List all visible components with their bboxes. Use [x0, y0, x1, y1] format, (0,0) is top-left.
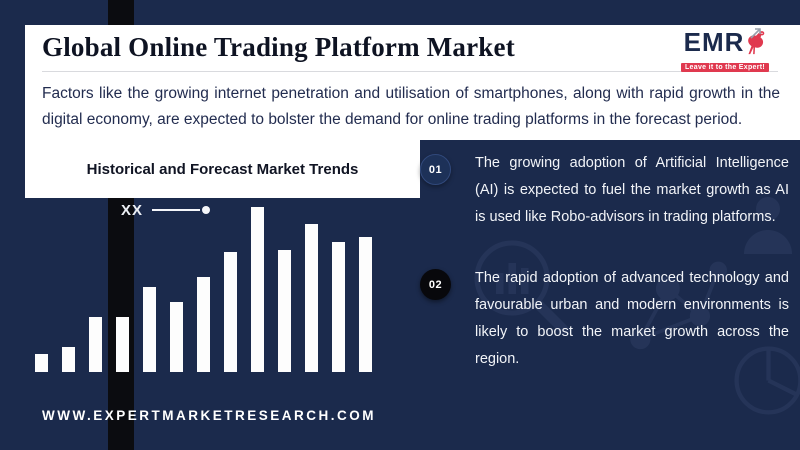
chart-bar [359, 237, 372, 372]
chart-bar [62, 347, 75, 372]
key-point-1: 01 The growing adoption of Artificial In… [420, 150, 800, 231]
key-points: 01 The growing adoption of Artificial In… [420, 140, 800, 373]
chart-bar [197, 277, 210, 372]
chart-bar [143, 287, 156, 372]
chart-bar [116, 317, 129, 372]
chart-bar [224, 252, 237, 372]
point-number-badge: 02 [420, 269, 451, 300]
intro-paragraph: Factors like the growing internet penetr… [42, 85, 780, 128]
chart-bar [332, 242, 345, 372]
emr-logo: EMR Leave it to the Expert! [676, 28, 774, 74]
website-url: WWW.EXPERTMARKETRESEARCH.COM [42, 408, 376, 423]
chart-bar [305, 224, 318, 372]
logo-text: EMR [683, 27, 745, 57]
network-deco-icon [630, 261, 727, 350]
chart-bar [35, 354, 48, 372]
title-divider [42, 71, 778, 72]
key-point-2: 02 The rapid adoption of advanced techno… [420, 265, 800, 373]
page-title: Global Online Trading Platform Market [42, 32, 515, 62]
chart-bars [35, 207, 372, 372]
chart-legend: XX [121, 201, 211, 219]
point-text: The rapid adoption of advanced technolog… [475, 270, 789, 367]
arrow-up-icon [750, 28, 761, 39]
chart-title: Historical and Forecast Market Trends [86, 160, 359, 178]
legend-line-marker [152, 209, 201, 211]
legend-label: XX [121, 201, 144, 219]
legend-dot-marker [202, 206, 211, 214]
bar-chart: XX [25, 198, 420, 375]
point-number-badge: 01 [420, 154, 451, 185]
point-text: The growing adoption of Artificial Intel… [475, 155, 789, 225]
chart-bar [251, 207, 264, 372]
chart-bar [170, 302, 183, 372]
chart-bar [89, 317, 102, 372]
header-card: Global Online Trading Platform Market EM… [25, 25, 800, 140]
logo-tagline: Leave it to the Expert! [680, 63, 770, 72]
chart-title-band: Historical and Forecast Market Trends [25, 140, 420, 198]
magnifier-deco-icon [474, 240, 571, 337]
person-deco-icon [744, 197, 792, 254]
pie-chart-deco-icon [734, 346, 800, 415]
chart-bar [278, 250, 291, 372]
